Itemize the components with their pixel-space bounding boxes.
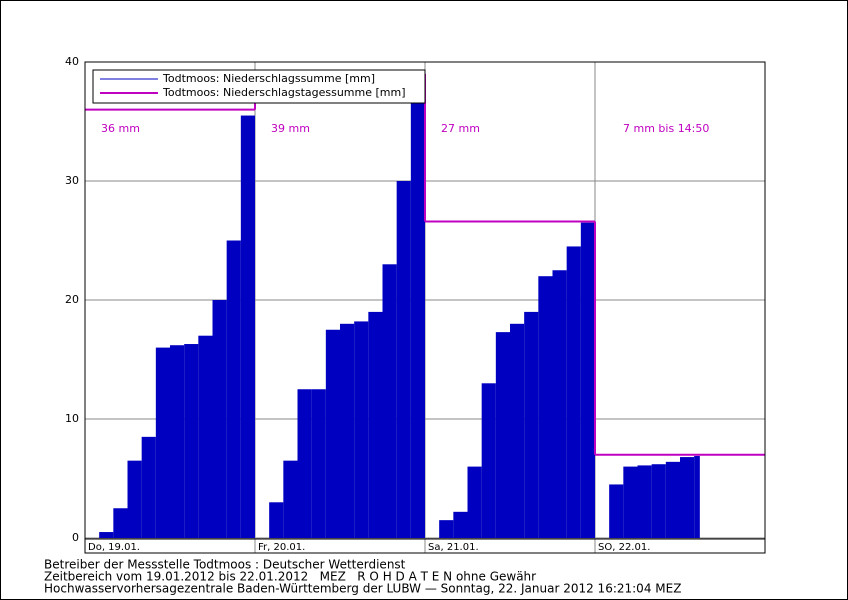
- precip-bar: [99, 532, 114, 538]
- precip-bar: [637, 465, 652, 538]
- precip-bar: [283, 460, 298, 538]
- footer-line: Betreiber der Messstelle Todtmoos : Deut…: [44, 558, 406, 572]
- y-tick-label: 0: [72, 531, 79, 544]
- footer-line: Zeitbereich vom 19.01.2012 bis 22.01.201…: [44, 570, 536, 584]
- precip-bar: [325, 329, 340, 538]
- precip-bar: [694, 455, 700, 538]
- precip-bar: [113, 508, 128, 538]
- legend-label: Todtmoos: Niederschlagstagessumme [mm]: [162, 86, 406, 99]
- daily-annotation: 39 mm: [271, 122, 310, 135]
- precip-bar: [127, 460, 142, 538]
- daily-annotation: 7 mm bis 14:50: [623, 122, 709, 135]
- legend-label: Todtmoos: Niederschlagssumme [mm]: [162, 72, 375, 85]
- x-tick-label: Do, 19.01.: [88, 542, 140, 553]
- precip-bar: [566, 246, 581, 538]
- precip-bar: [467, 466, 482, 538]
- precip-bar: [665, 461, 680, 538]
- precip-bar: [198, 335, 213, 538]
- precip-bar: [368, 311, 383, 538]
- precip-bar: [481, 383, 496, 538]
- daily-annotation: 27 mm: [441, 122, 480, 135]
- precip-bar: [623, 466, 638, 538]
- precip-bar: [552, 270, 567, 538]
- precip-bar: [184, 344, 199, 538]
- y-tick-label: 40: [65, 55, 79, 68]
- precip-bar: [580, 222, 595, 538]
- precip-bar: [340, 323, 355, 538]
- precip-bar: [240, 115, 255, 539]
- precip-bar: [538, 276, 553, 538]
- plot-frame: [84, 61, 766, 554]
- precip-bar: [311, 389, 326, 538]
- precip-bar: [226, 240, 241, 538]
- precip-bar: [212, 300, 227, 538]
- y-tick-label: 20: [65, 293, 79, 306]
- precip-bar: [155, 347, 170, 538]
- precip-bar: [170, 345, 185, 538]
- x-tick-label: SO, 22.01.: [598, 542, 650, 553]
- precip-bar: [453, 511, 468, 538]
- precip-bar: [680, 457, 695, 538]
- daily-annotation: 36 mm: [101, 122, 140, 135]
- precip-bar: [609, 484, 624, 538]
- precip-bar: [439, 520, 454, 538]
- precip-bar: [269, 502, 284, 538]
- legend-box: [92, 69, 426, 104]
- footer-line: Hochwasservorhersagezentrale Baden-Württ…: [44, 582, 681, 596]
- y-tick-label: 30: [65, 174, 79, 187]
- precip-bar: [410, 97, 425, 538]
- precip-bar: [382, 264, 397, 538]
- precip-bar: [651, 464, 666, 538]
- precip-bar: [354, 321, 369, 538]
- precip-bar: [510, 323, 525, 538]
- precip-bar: [396, 181, 411, 538]
- y-tick-label: 10: [65, 412, 79, 425]
- x-tick-label: Sa, 21.01.: [428, 542, 479, 553]
- precip-bar: [495, 332, 510, 538]
- precip-bar: [524, 311, 539, 538]
- precip-bar: [297, 389, 312, 538]
- precip-bar: [141, 436, 156, 538]
- x-tick-label: Fr, 20.01.: [258, 542, 305, 553]
